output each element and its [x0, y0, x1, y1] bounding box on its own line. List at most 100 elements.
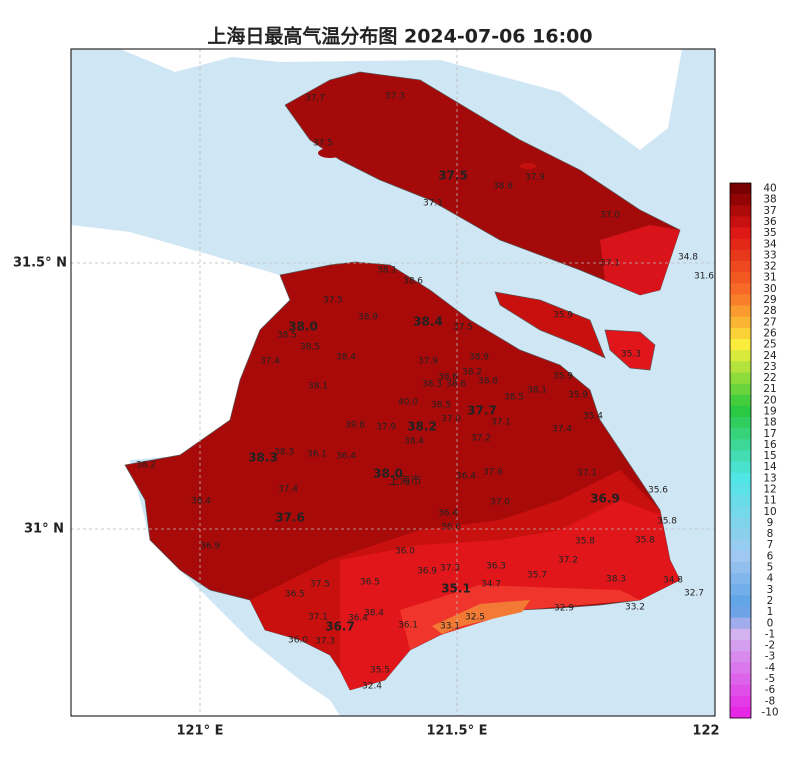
colorbar-cell [730, 651, 751, 663]
station-value: 38.9 [469, 353, 489, 363]
colorbar-label: -10 [761, 706, 778, 718]
colorbar-cell [730, 595, 751, 607]
colorbar-cell [730, 305, 751, 318]
station-value: 38.6 [493, 182, 513, 192]
changxing-island [494, 291, 606, 359]
colorbar-label: 25 [763, 339, 776, 351]
colorbar-cell [730, 361, 751, 373]
colorbar-cell [730, 372, 751, 384]
colorbar-label: 18 [763, 417, 776, 429]
station-value: 35.8 [657, 517, 677, 527]
colorbar-cell [730, 673, 751, 685]
station-value: 37.0 [441, 415, 461, 425]
colorbar-cell [730, 316, 751, 329]
colorbar-cell [730, 394, 751, 407]
colorbar-label: -6 [765, 684, 776, 696]
station-value: 32.9 [554, 604, 574, 614]
station-value: 37.0 [600, 211, 620, 221]
title: 上海日最高气温分布图 2024-07-06 16:00 [207, 25, 592, 48]
west-land [71, 225, 340, 716]
colorbar-cell [730, 550, 751, 563]
station-value: 35.8 [635, 536, 655, 546]
station-value: 39.8 [345, 421, 365, 431]
colorbar-label: 16 [763, 439, 777, 451]
colorbar-cell [730, 628, 751, 641]
colorbar-label: 23 [763, 361, 776, 373]
station-value: 37.4 [552, 425, 572, 435]
station-value: 38.5 [277, 331, 297, 341]
colorbar-label: 0 [767, 617, 774, 629]
frame [70, 48, 716, 717]
colorbar-cell [730, 283, 751, 295]
station-value: 38.3 [274, 448, 294, 458]
station-value: 37.9 [376, 423, 396, 433]
station-value: 37.1 [491, 418, 511, 428]
station-value: 33.1 [440, 622, 460, 632]
colorbar-cell [730, 439, 751, 451]
station-value: 37.1 [600, 259, 620, 269]
colorbar-label: 17 [763, 428, 776, 440]
station-value: 38.5 [300, 343, 320, 353]
station-value: 35.9 [568, 391, 588, 401]
station-value: 37.5 [313, 139, 333, 149]
station-value: 37.2 [471, 434, 491, 444]
colorbar-cell [730, 405, 751, 418]
colorbar-label: 32 [763, 261, 776, 273]
station-value: 37.5 [310, 580, 330, 590]
station-value: 37.3 [440, 564, 460, 574]
colorbar-label: 40 [763, 183, 776, 195]
station-value: 37.5 [453, 323, 473, 333]
station-value: 37.6 [483, 468, 503, 478]
station-value: 35.9 [553, 311, 573, 321]
colorbar-label: 9 [767, 517, 774, 529]
graticule [71, 49, 715, 716]
station-value: 37.5 [323, 296, 343, 306]
station-value: 38.4 [364, 609, 384, 619]
colorbar-cell [730, 461, 751, 474]
station-value: 31.6 [694, 272, 714, 282]
colorbar-label: 3 [767, 584, 774, 596]
station-value: 38.6 [438, 373, 458, 383]
station-value: 38.6 [403, 277, 423, 287]
colorbar-label: 31 [763, 272, 776, 284]
station-value: 36.5 [360, 578, 380, 588]
station-value: 37.2 [558, 556, 578, 566]
colorbar-label: 5 [767, 562, 774, 574]
colorbar-label: 37 [763, 205, 776, 217]
colorbar-label: 27 [763, 316, 776, 328]
colorbar-cell [730, 194, 751, 206]
colorbar-label: 26 [763, 327, 777, 339]
station-value: 36.1 [307, 450, 327, 460]
station-value: 37.4 [278, 485, 298, 495]
colorbar-cell [730, 238, 751, 251]
station-value: 35.4 [583, 412, 603, 422]
station-value: 38.2 [462, 368, 482, 378]
station-value: 35.3 [621, 350, 641, 360]
colorbar-label: 22 [763, 372, 776, 384]
colorbar-cell [730, 706, 751, 719]
colorbar-cell [730, 517, 751, 529]
station-value: 38.0 [288, 320, 318, 334]
colorbar-label: 24 [763, 350, 777, 362]
station-value: 34.7 [481, 580, 501, 590]
station-value: 38.1 [527, 386, 547, 396]
station-value: 36.0 [395, 547, 415, 557]
colorbar-frame [729, 182, 752, 719]
colorbar-cell [730, 249, 751, 262]
station-value: 37.9 [525, 173, 545, 183]
colorbar-label: 7 [767, 539, 774, 551]
lon-label: 121° E [176, 724, 223, 739]
colorbar-label: 4 [767, 573, 774, 585]
station-value: 38.8 [478, 377, 498, 387]
colorbar-cell [730, 216, 751, 228]
station-value: 37.9 [418, 357, 438, 367]
station-value: 35.6 [648, 486, 668, 496]
colorbar-label: 29 [763, 294, 776, 306]
colorbar-label: 35 [763, 227, 776, 239]
station-value: 36.9 [417, 567, 437, 577]
cool-zone [432, 600, 530, 634]
colorbar-label: 20 [763, 394, 776, 406]
colorbar-cell [730, 450, 751, 462]
lon-label: 121.5° E [426, 724, 487, 739]
colorbar-label: 12 [763, 484, 776, 496]
